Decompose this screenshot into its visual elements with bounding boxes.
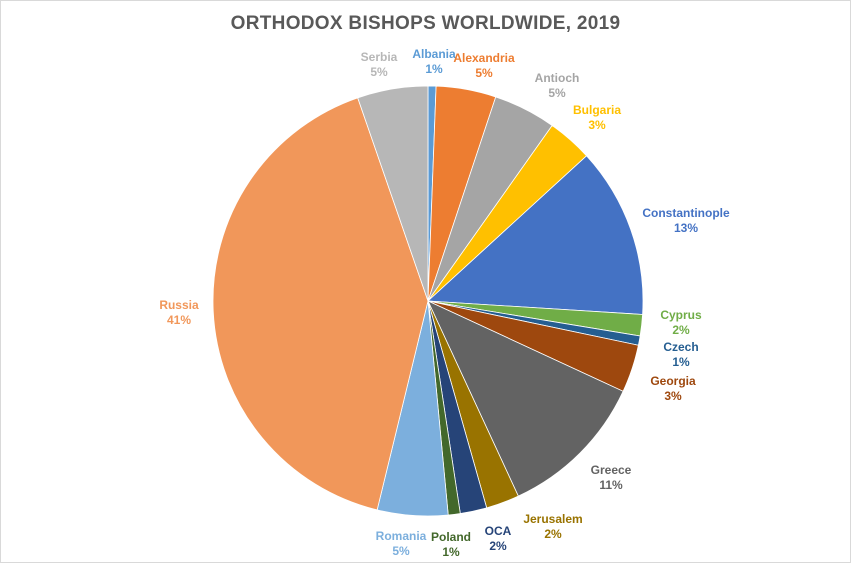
pie-slice-constantinople[interactable] xyxy=(427,155,644,315)
data-label-name-constantinople: Constantinople xyxy=(642,206,730,220)
pie-slice-greece[interactable] xyxy=(427,300,624,497)
data-label-name-oca: OCA xyxy=(485,524,512,538)
data-label-value-bulgaria: 3% xyxy=(588,118,606,132)
data-label-name-russia: Russia xyxy=(159,298,199,312)
data-label-name-georgia: Georgia xyxy=(650,374,696,388)
pie-slice-serbia[interactable] xyxy=(357,85,429,302)
data-label-name-serbia: Serbia xyxy=(361,50,398,64)
data-label-value-czech: 1% xyxy=(672,355,690,369)
data-label-value-albania: 1% xyxy=(425,62,443,76)
data-label-value-georgia: 3% xyxy=(664,389,682,403)
data-label-name-romania: Romania xyxy=(376,529,427,543)
data-label-value-serbia: 5% xyxy=(370,65,388,79)
data-label-name-poland: Poland xyxy=(431,530,471,544)
data-label-value-jerusalem: 2% xyxy=(544,527,562,541)
data-label-value-oca: 2% xyxy=(489,539,507,553)
data-label-value-greece: 11% xyxy=(599,478,623,492)
data-label-value-antioch: 5% xyxy=(548,86,566,100)
data-label-name-greece: Greece xyxy=(591,463,632,477)
data-label-value-romania: 5% xyxy=(392,544,410,558)
data-label-value-russia: 41% xyxy=(167,313,191,327)
data-label-name-bulgaria: Bulgaria xyxy=(573,103,621,117)
data-label-value-poland: 1% xyxy=(442,545,460,559)
data-label-name-jerusalem: Jerusalem xyxy=(523,512,582,526)
data-label-name-antioch: Antioch xyxy=(535,71,580,85)
data-label-value-alexandria: 5% xyxy=(475,66,493,80)
data-label-value-constantinople: 13% xyxy=(674,221,698,235)
data-label-name-albania: Albania xyxy=(412,47,456,61)
data-label-name-czech: Czech xyxy=(663,340,698,354)
data-label-name-cyprus: Cyprus xyxy=(660,308,702,322)
data-label-name-alexandria: Alexandria xyxy=(453,51,515,65)
pie-slice-russia[interactable] xyxy=(212,97,429,511)
data-label-value-cyprus: 2% xyxy=(672,323,690,337)
chart-title: ORTHODOX BISHOPS WORLDWIDE, 2019 xyxy=(230,13,621,34)
